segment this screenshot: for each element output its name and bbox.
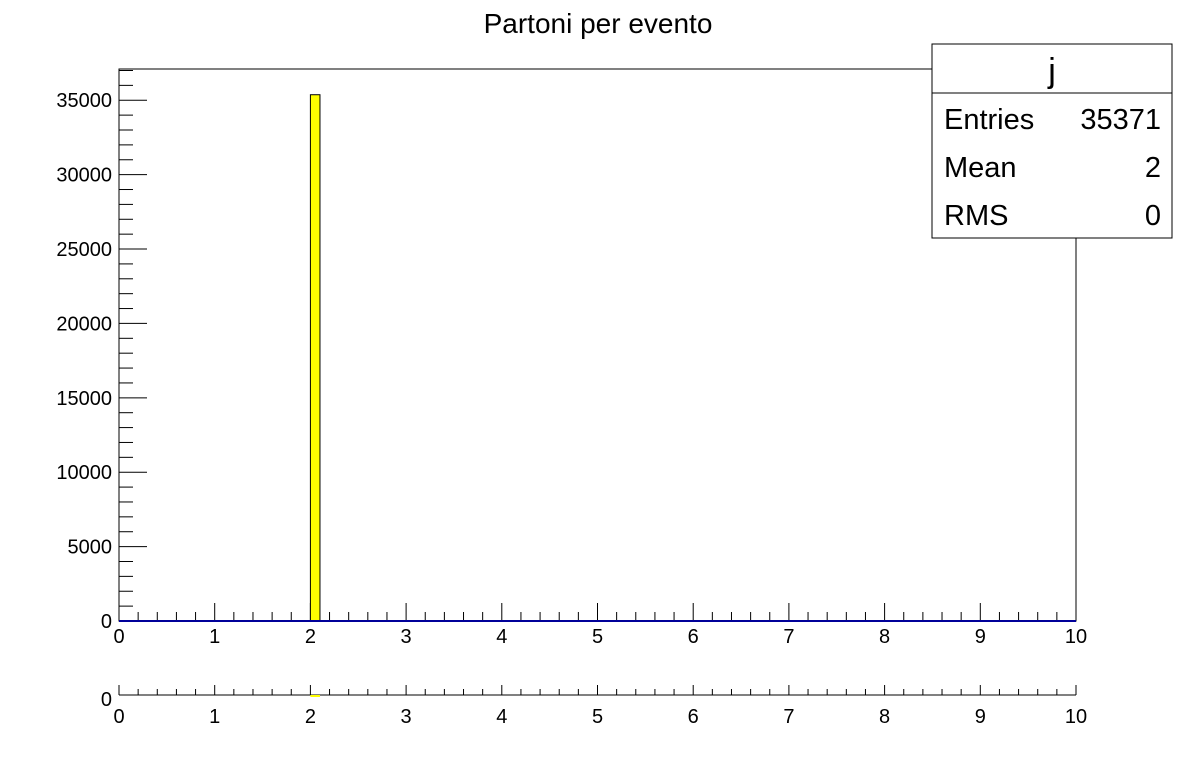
- y-tick-label: 20000: [56, 313, 112, 335]
- sub-x-tick-label: 1: [209, 706, 220, 728]
- stats-box-name: j: [1047, 52, 1056, 90]
- x-tick-label: 1: [209, 626, 220, 648]
- y-tick-label: 35000: [56, 90, 112, 112]
- chart-title: Partoni per evento: [484, 8, 713, 39]
- secondary-y-label: 0: [101, 689, 112, 711]
- y-tick-label: 30000: [56, 165, 112, 187]
- stats-rms-value: 0: [1145, 200, 1161, 232]
- sub-x-tick-label: 3: [401, 706, 412, 728]
- stats-entries-value: 35371: [1080, 104, 1161, 136]
- y-tick-label: 5000: [68, 537, 113, 559]
- sub-x-tick-label: 5: [592, 706, 603, 728]
- x-tick-label: 7: [783, 626, 794, 648]
- x-tick-label: 9: [975, 626, 986, 648]
- y-tick-label: 10000: [56, 462, 112, 484]
- x-tick-label: 4: [496, 626, 507, 648]
- sub-x-tick-label: 10: [1065, 706, 1087, 728]
- histogram-bar: [309, 94, 321, 622]
- main-y-axis: 0 5000 10000 15000 20000 25000 30000 35000: [56, 69, 147, 633]
- sub-x-tick-label: 8: [879, 706, 890, 728]
- secondary-panel: 0: [101, 689, 1076, 711]
- histogram-bars: [309, 94, 321, 622]
- main-x-axis: 0 1 2 3 4 5 6 7 8 9 10: [113, 603, 1087, 648]
- x-tick-label: 10: [1065, 626, 1087, 648]
- y-tick-label: 0: [101, 611, 112, 633]
- sub-x-tick-label: 0: [113, 706, 124, 728]
- x-tick-label: 3: [401, 626, 412, 648]
- stats-mean-value: 2: [1145, 152, 1161, 184]
- sub-x-tick-label: 9: [975, 706, 986, 728]
- x-tick-label: 2: [305, 626, 316, 648]
- stats-entries-label: Entries: [944, 104, 1034, 136]
- secondary-x-axis: 0 1 2 3 4 5 6 7 8 9 10: [113, 685, 1087, 728]
- y-tick-label: 25000: [56, 239, 112, 261]
- sub-x-tick-label: 6: [688, 706, 699, 728]
- sub-x-tick-label: 4: [496, 706, 507, 728]
- sub-x-tick-label: 2: [305, 706, 316, 728]
- stats-rms-label: RMS: [944, 200, 1008, 232]
- stats-mean-label: Mean: [944, 152, 1017, 184]
- y-tick-label: 15000: [56, 388, 112, 410]
- stats-box-frame: [931, 43, 1173, 239]
- x-tick-label: 6: [688, 626, 699, 648]
- stats-box: j Entries 35371 Mean 2 RMS 0: [931, 43, 1173, 239]
- x-tick-label: 5: [592, 626, 603, 648]
- sub-x-tick-label: 7: [783, 706, 794, 728]
- secondary-bar: [310, 695, 320, 697]
- secondary-bars: [310, 695, 320, 697]
- x-tick-label: 0: [113, 626, 124, 648]
- x-tick-label: 8: [879, 626, 890, 648]
